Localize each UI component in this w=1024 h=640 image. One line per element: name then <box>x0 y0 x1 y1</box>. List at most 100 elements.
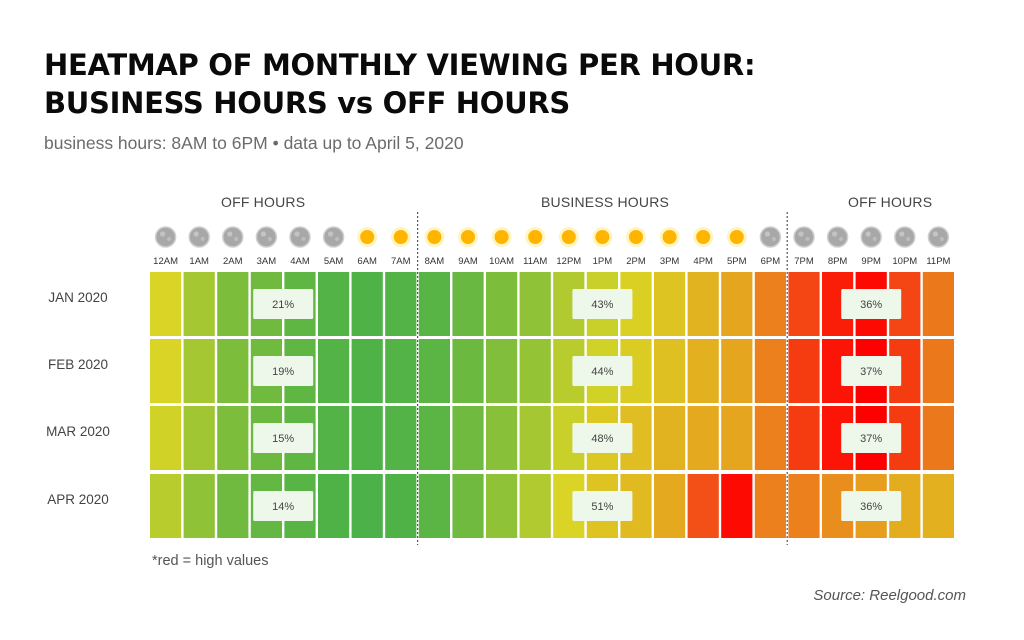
moon-icon-8PM <box>826 226 849 248</box>
heatmap-cell <box>922 339 954 403</box>
heatmap-cell <box>654 272 686 336</box>
share-badge-label: 36% <box>860 501 882 513</box>
moon-crater-icon-11PM <box>932 231 939 237</box>
heatmap-cell <box>452 272 484 336</box>
heatmap-cell <box>922 406 954 470</box>
share-badge-label: 36% <box>860 299 882 311</box>
hour-label-4AM: 4AM <box>290 256 310 267</box>
share-badge <box>841 423 902 453</box>
heatmap-cell <box>519 339 551 403</box>
moon-icon-11PM <box>927 226 950 248</box>
heatmap-cell <box>486 406 518 470</box>
heatmap-cell <box>385 406 417 470</box>
share-badge <box>253 491 314 521</box>
moon-icon-3AM <box>255 226 278 248</box>
row-label-3: APR 2020 <box>47 492 109 507</box>
heatmap-cell <box>486 474 518 538</box>
hour-label-5AM: 5AM <box>324 256 344 267</box>
sun-icon-12PM <box>561 230 576 244</box>
moon-icon-5AM <box>322 226 345 248</box>
heatmap-cell <box>654 474 686 538</box>
heatmap-cell <box>217 272 249 336</box>
sun-icon-2PM <box>629 230 643 244</box>
moon-crater-icon-9PM <box>865 231 871 237</box>
hour-label-2PM: 2PM <box>626 256 646 267</box>
sun-icon-7AM <box>393 230 408 244</box>
chart-title: HEATMAP OF MONTHLY VIEWING PER HOUR: BUS… <box>44 46 756 122</box>
hour-label-3AM: 3AM <box>257 256 277 267</box>
heatmap-cell <box>217 474 249 538</box>
moon-crater-icon-8PM <box>839 237 844 241</box>
moon-crater-icon-2AM <box>227 231 233 237</box>
moon-crater-icon-9PM <box>872 237 877 241</box>
source-credit: Source: Reelgood.com <box>813 587 966 604</box>
share-badge <box>572 491 633 521</box>
heatmap-cell <box>418 406 450 470</box>
hour-label-3PM: 3PM <box>660 256 680 267</box>
heatmap-cell <box>351 474 383 538</box>
hour-label-6AM: 6AM <box>357 256 377 267</box>
heatmap-cell <box>721 272 753 336</box>
sun-icon-4PM <box>696 230 711 244</box>
heatmap-cell <box>654 339 686 403</box>
heatmap-cell <box>922 272 954 336</box>
heatmap-cell <box>788 474 820 538</box>
moon-icon-9PM <box>860 226 882 248</box>
moon-crater-icon-12AM <box>160 231 166 237</box>
heatmap-cell <box>754 474 786 538</box>
heatmap-cell <box>351 272 383 336</box>
moon-crater-icon-3AM <box>267 237 272 241</box>
share-badge <box>253 289 314 319</box>
sun-icon-5PM <box>729 230 744 244</box>
heatmap-cell <box>452 474 484 538</box>
section-label-business-hours: BUSINESS HOURS <box>541 194 670 210</box>
share-badge <box>572 423 633 453</box>
heatmap-cell <box>183 339 215 403</box>
heatmap-cell <box>385 272 417 336</box>
heatmap-cell <box>721 339 753 403</box>
heatmap-cell <box>486 339 518 403</box>
hour-label-10AM: 10AM <box>489 256 514 267</box>
chart-subtitle: business hours: 8AM to 6PM • data up to … <box>44 133 464 153</box>
heatmap-cell <box>788 339 820 403</box>
moon-crater-icon-3AM <box>260 231 266 237</box>
hour-label-9PM: 9PM <box>861 256 881 267</box>
share-badge-label: 19% <box>272 366 294 378</box>
heatmap-cell <box>922 474 954 538</box>
sun-icon-1PM <box>595 230 610 244</box>
heatmap-cell <box>217 339 249 403</box>
heatmap-cell <box>418 339 450 403</box>
heatmap-cell <box>385 339 417 403</box>
moon-crater-icon-5AM <box>328 231 334 237</box>
moon-crater-icon-10PM <box>899 231 905 237</box>
moon-icon-6PM <box>759 226 782 248</box>
moon-crater-icon-4AM <box>301 237 306 241</box>
heatmap-cell <box>687 406 719 470</box>
heatmap-cell <box>519 406 551 470</box>
hour-label-12PM: 12PM <box>556 256 581 267</box>
heatmap-cell <box>318 339 350 403</box>
moon-crater-icon-4AM <box>294 231 300 237</box>
share-badge-label: 51% <box>591 501 613 513</box>
hour-label-10PM: 10PM <box>892 256 917 267</box>
heatmap-cell <box>318 406 350 470</box>
heatmap-cell <box>519 272 551 336</box>
heatmap-cell <box>318 272 350 336</box>
heatmap-cell <box>183 406 215 470</box>
sun-icon-11AM <box>528 230 543 244</box>
moon-crater-icon-12AM <box>167 237 172 241</box>
heatmap-cell <box>452 339 484 403</box>
share-badge <box>253 356 314 386</box>
heatmap-cell <box>654 406 686 470</box>
heatmap-cell <box>788 272 820 336</box>
footnote: *red = high values <box>152 553 269 569</box>
hour-label-7AM: 7AM <box>391 256 411 267</box>
heatmap-cell <box>788 406 820 470</box>
moon-crater-icon-1AM <box>193 231 199 237</box>
hour-label-12AM: 12AM <box>153 256 178 267</box>
share-badge <box>841 491 902 521</box>
sun-icon-10AM <box>494 230 509 244</box>
heatmap-cell <box>217 406 249 470</box>
moon-crater-icon-11PM <box>939 237 944 241</box>
